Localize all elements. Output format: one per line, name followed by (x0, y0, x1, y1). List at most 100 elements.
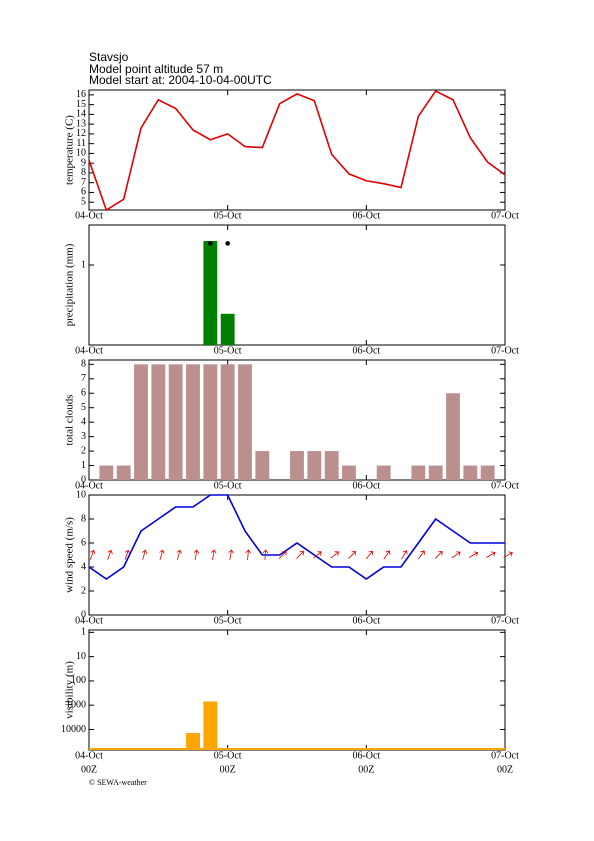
wind-arrow (503, 551, 513, 558)
wind-arrow (365, 550, 373, 560)
wind-arrow (193, 549, 200, 560)
wind-arrow (278, 551, 287, 559)
wind-arrow (418, 550, 425, 560)
y-tick-label: 2 (81, 585, 86, 596)
y-tick-label: 1 (81, 460, 86, 471)
y-tick-label: 12 (76, 128, 86, 139)
bar (446, 393, 460, 480)
copyright: © SEWA-weather (89, 778, 147, 787)
wind-arrow (228, 549, 234, 560)
bar (116, 465, 131, 480)
plot-frame (88, 89, 506, 211)
y-tick-label: 6 (81, 187, 86, 198)
y-tick-label: 100 (71, 675, 86, 686)
x-tick-label: 06-Oct (352, 750, 380, 761)
bar (463, 465, 478, 480)
wind-arrow (124, 549, 131, 560)
x-tick-label: 04-Oct (75, 210, 103, 221)
bar (255, 451, 270, 480)
bar (186, 364, 200, 480)
y-tick-label: 8 (81, 167, 86, 178)
y-axis-label: temperature (C) (64, 115, 76, 185)
y-axis-label: wind speed (m/s) (64, 517, 76, 593)
wind-arrow (176, 549, 182, 560)
y-tick-label: 4 (81, 416, 86, 427)
y-tick-label: 1000 (66, 699, 86, 710)
wind-arrow (107, 549, 113, 560)
y-tick-label: 5 (81, 196, 86, 207)
x-tick-label: 04-Oct (75, 750, 103, 761)
bar (99, 465, 114, 480)
wind-arrow (210, 549, 217, 560)
altitude: Model point altitude 57 m (89, 62, 223, 76)
time-label: 00Z (497, 764, 513, 775)
x-tick-label: 07-Oct (491, 750, 519, 761)
bar (290, 451, 304, 480)
wind-arrow (486, 551, 496, 558)
wind-arrow (313, 551, 322, 559)
y-tick-label: 10 (76, 651, 86, 662)
y-tick-label: 11 (76, 138, 86, 149)
wind-arrow (296, 551, 304, 559)
x-tick-label: 04-Oct (75, 615, 103, 626)
bar (168, 364, 183, 480)
y-tick-label: 4 (81, 561, 86, 572)
x-tick-label: 05-Oct (214, 480, 242, 491)
y-axis-label: total clouds (64, 394, 76, 445)
x-tick-label: 05-Oct (214, 210, 242, 221)
wind-arrow (468, 551, 479, 558)
x-tick-label: 04-Oct (75, 345, 103, 356)
y-tick-label: 15 (76, 99, 86, 110)
y-tick-label: 13 (76, 118, 86, 129)
bar (203, 701, 218, 750)
x-tick-label: 05-Oct (214, 345, 242, 356)
x-tick-label: 05-Oct (214, 750, 242, 761)
y-tick-label: 5 (81, 402, 86, 413)
bar (376, 465, 391, 480)
y-tick-label: 2 (81, 445, 86, 456)
station-name: Stavsjo (89, 50, 129, 64)
x-tick-label: 05-Oct (214, 615, 242, 626)
y-tick-label: 3 (81, 431, 86, 442)
data-line (88, 494, 505, 580)
x-tick-label: 04-Oct (75, 480, 103, 491)
bar (186, 733, 200, 750)
bar (238, 364, 252, 480)
wind-arrow (401, 550, 408, 560)
wind-arrow (245, 549, 251, 561)
plot-frame (88, 629, 506, 751)
marker-dot (208, 241, 213, 246)
y-tick-label: 7 (81, 373, 86, 384)
x-tick-label: 07-Oct (491, 615, 519, 626)
model-start: Model start at: 2004-10-04-00UTC (89, 73, 272, 87)
bar (220, 364, 235, 480)
y-tick-label: 8 (81, 359, 86, 370)
bar (307, 451, 322, 480)
y-tick-label: 10 (76, 489, 86, 500)
bar (324, 451, 339, 480)
marker-dot (225, 241, 230, 246)
wind-arrow (434, 551, 443, 559)
y-tick-label: 0 (81, 474, 86, 485)
y-tick-label: 14 (76, 109, 86, 120)
x-tick-label: 06-Oct (352, 615, 380, 626)
y-tick-label: 9 (81, 157, 86, 168)
bar (203, 364, 218, 480)
wind-arrow (330, 551, 339, 559)
y-tick-label: 6 (81, 537, 86, 548)
bar (203, 241, 218, 345)
wind-arrow (262, 549, 269, 561)
y-tick-label: 0 (81, 609, 86, 620)
plot-frame (88, 494, 506, 616)
y-tick-label: 8 (81, 513, 86, 524)
x-tick-label: 06-Oct (352, 210, 380, 221)
y-tick-label: 10000 (61, 724, 86, 735)
y-tick-label: 7 (81, 177, 86, 188)
y-tick-label: 10 (76, 148, 86, 159)
bar (220, 313, 235, 345)
x-tick-label: 06-Oct (352, 345, 380, 356)
y-tick-label: 1 (81, 627, 86, 638)
bar (151, 364, 166, 480)
wind-arrow (159, 549, 165, 560)
